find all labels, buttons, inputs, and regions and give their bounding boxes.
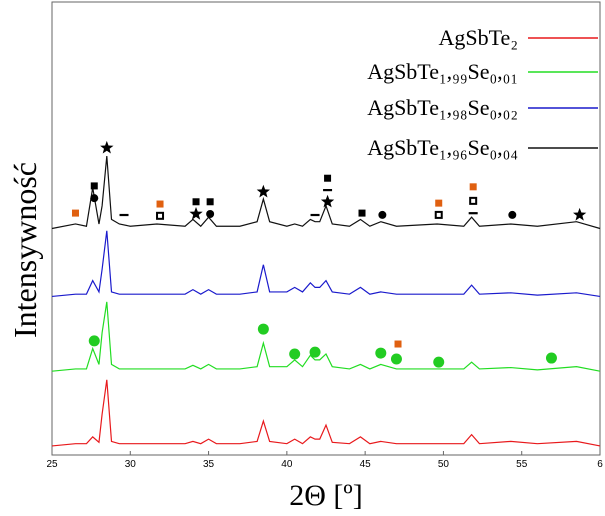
x-tick-label: 35 [203,459,215,470]
legend-label: AgSbTe₁,₉₉Se₀,₀₁ [367,59,518,84]
legend-label: AgSbTe₂ [439,25,518,50]
phase-marker [573,207,587,221]
phase-marker [100,140,114,154]
phase-marker [192,198,200,206]
phase-marker [310,213,320,217]
phase-marker [119,213,129,217]
phase-marker [545,352,557,364]
series-line [51,230,601,298]
x-tick-label: 45 [360,459,372,470]
phase-marker [206,210,215,219]
phase-marker [206,198,214,206]
x-axis-label: 2Θ [º] [289,479,362,512]
phase-marker [156,200,164,208]
phase-marker [309,346,321,358]
series-line [51,301,601,372]
phase-marker [323,188,333,192]
phase-marker [156,211,165,220]
phase-marker [90,182,98,190]
phase-marker [394,340,402,348]
phase-marker [378,210,387,219]
x-tick-label: 50 [438,459,450,470]
x-tick-label: 55 [516,459,528,470]
phase-marker [433,356,445,368]
phase-marker [257,323,269,335]
x-tick-label: 6 [597,459,603,470]
legend-label: AgSbTe₁,₉₈Se₀,₀₂ [367,95,518,120]
phase-marker [71,209,79,217]
phase-marker [469,183,477,191]
phase-marker [289,348,301,360]
phase-marker [256,184,270,198]
phase-marker [390,353,402,365]
phase-marker [468,212,478,215]
phase-marker [435,199,443,207]
phase-marker [189,207,203,220]
y-axis-label: Intensywność [7,162,43,338]
phase-marker [320,194,335,208]
phase-marker [375,347,387,359]
phase-marker [90,194,99,203]
series-line [51,155,601,230]
x-tick-label: 25 [46,459,58,470]
phase-marker [469,196,478,205]
x-tick-label: 40 [281,459,293,470]
series-line [51,379,601,447]
phase-marker [324,174,332,182]
x-tick-label: 30 [125,459,137,470]
phase-marker [88,335,100,347]
phase-marker [434,210,443,219]
legend-label: AgSbTe₁,₉₆Se₀,₀₄ [367,135,518,160]
phase-marker [508,210,517,219]
phase-marker [358,209,366,217]
